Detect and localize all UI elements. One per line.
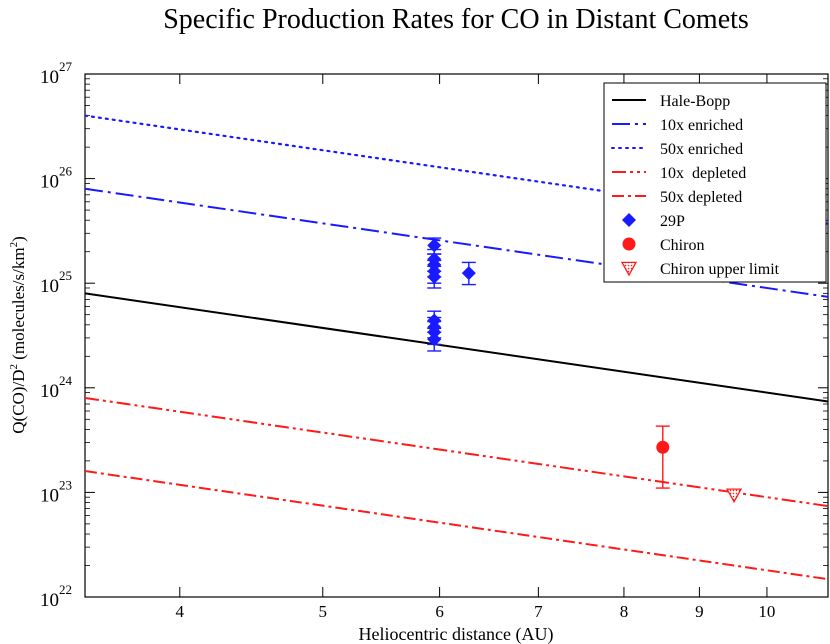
y-tick-label: 1023 <box>40 477 72 506</box>
legend-swatch-chiron <box>622 237 636 251</box>
y-axis-label: Q(CO)/D2 (molecules/s/km2) <box>8 236 28 434</box>
y-tick-label: 1022 <box>40 582 72 611</box>
x-tick-label: 7 <box>534 602 543 621</box>
y-tick-label: 1026 <box>40 164 73 193</box>
legend-box <box>603 82 827 283</box>
legend-label-29p: 29P <box>660 213 685 230</box>
plot-frame <box>84 73 829 598</box>
y-tick-label: 1024 <box>40 373 73 402</box>
legend-label-10x-enriched: 10x enriched <box>660 117 743 134</box>
series-line-50x-depleted <box>85 470 828 581</box>
x-tick-label: 10 <box>758 602 775 621</box>
x-tick-label: 6 <box>435 602 444 621</box>
legend-swatch-29p <box>622 213 636 227</box>
chart-title: Specific Production Rates for CO in Dist… <box>163 4 749 35</box>
legend-label-hale-bopp: Hale-Bopp <box>660 93 730 110</box>
legend-swatch-chiron-upper-limit <box>620 261 638 277</box>
data-point-29p <box>427 332 442 347</box>
x-tick-label: 5 <box>319 602 328 621</box>
data-point-29p <box>461 266 476 281</box>
legend: Hale-Bopp 10x enriched 50x enriched 10x dep… <box>603 82 827 283</box>
y-tick-label: 1027 <box>40 59 73 88</box>
legend-label-chiron: Chiron <box>660 237 704 254</box>
data-point-chiron-upper-limit <box>725 488 743 504</box>
x-tick-label: 8 <box>620 602 629 621</box>
x-axis-label: Heliocentric distance (AU) <box>359 624 554 644</box>
series-line-10x-depleted <box>85 396 828 508</box>
legend-label-10x-depleted: 10x depleted <box>660 165 746 182</box>
x-tick-label: 4 <box>176 602 185 621</box>
legend-label-50x-depleted: 50x depleted <box>660 189 742 206</box>
series-line-hale-bopp <box>85 292 828 403</box>
data-point-chiron <box>656 440 670 454</box>
y-tick-label: 1025 <box>40 268 72 297</box>
legend-label-chiron-upper-limit: Chiron upper limit <box>660 261 780 278</box>
x-tick-label: 9 <box>695 602 704 621</box>
data-point-29p <box>427 269 442 284</box>
legend-label-50x-enriched: 50x enriched <box>660 141 743 158</box>
